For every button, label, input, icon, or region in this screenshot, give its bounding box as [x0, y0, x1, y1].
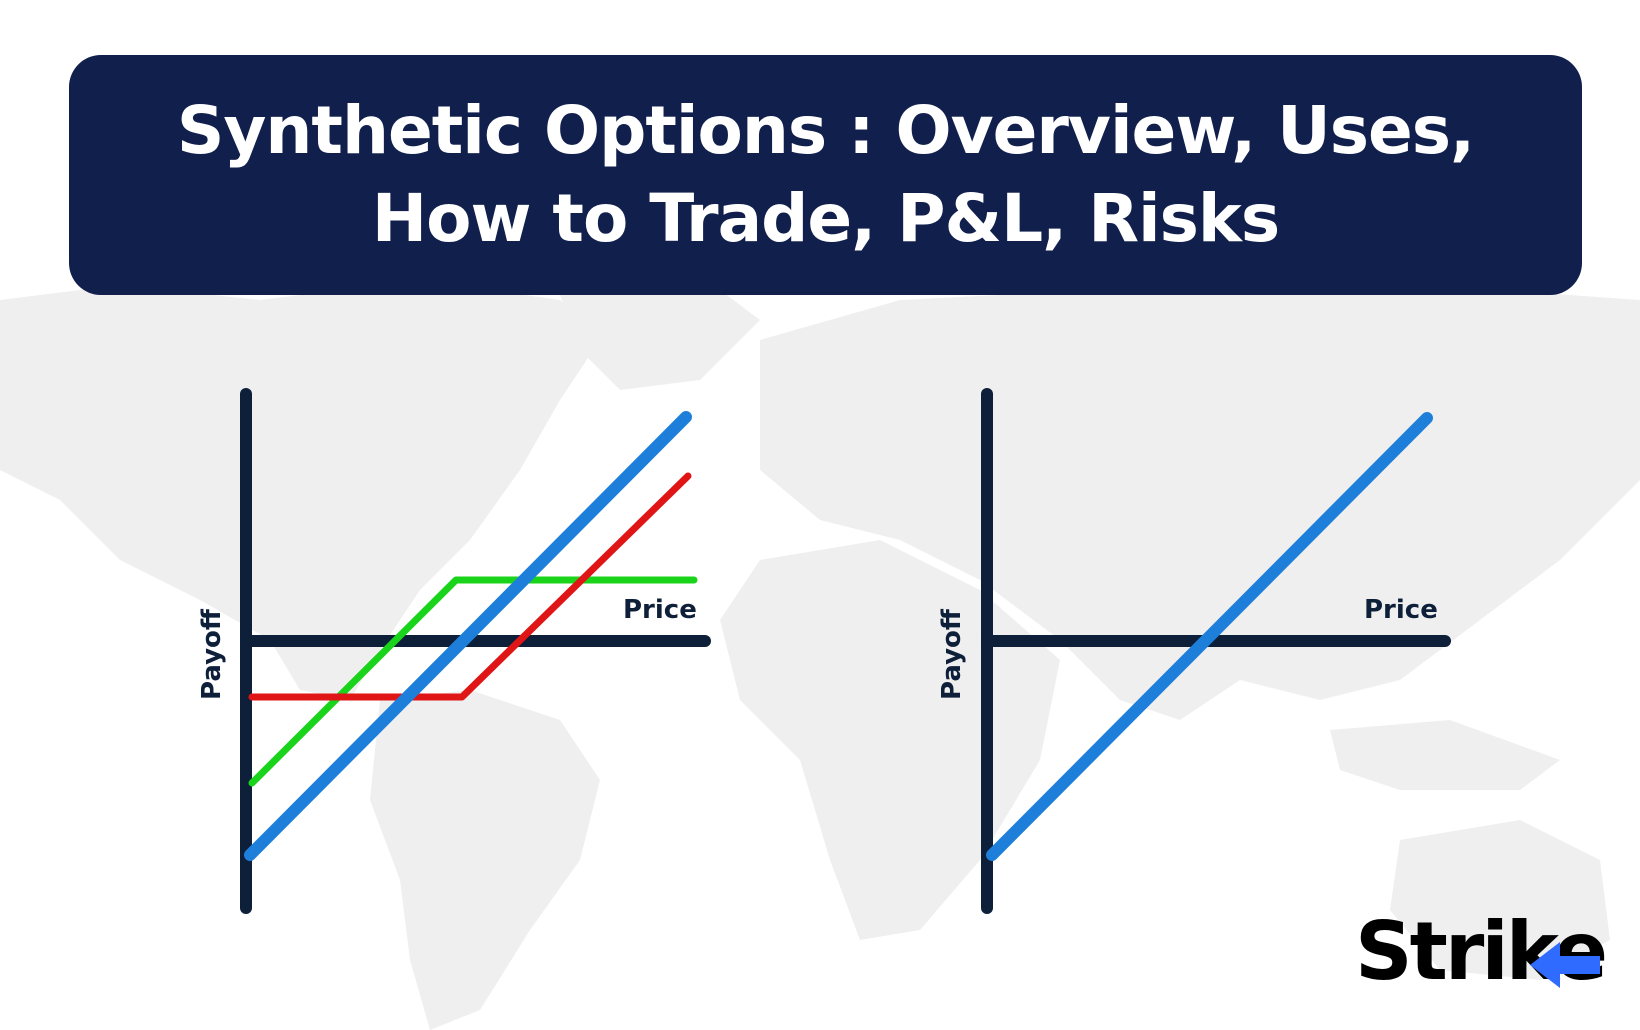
- right-blue-line: [986, 412, 1433, 861]
- strike-logo-text: Strike: [1355, 905, 1608, 998]
- map-europe-asia: [760, 285, 1640, 720]
- map-greenland: [560, 290, 760, 390]
- map-africa: [720, 540, 1060, 940]
- left-blue-line: [244, 411, 692, 861]
- strike-arrow-icon: [1530, 942, 1600, 988]
- strike-logo: Strike: [1355, 905, 1608, 1005]
- map-south-america: [370, 690, 600, 1030]
- map-indonesia: [1330, 720, 1560, 790]
- left-price-label: Price: [623, 595, 697, 625]
- left-payoff-label: Payoff: [197, 609, 227, 700]
- right-price-label: Price: [1364, 595, 1438, 625]
- title-line-1: Synthetic Options : Overview, Uses,: [176, 92, 1475, 169]
- left-green-line: [248, 576, 698, 787]
- map-australia: [1390, 820, 1610, 980]
- right-payoff-label: Payoff: [937, 609, 967, 700]
- title-banner: Synthetic Options : Overview, Uses, How …: [69, 55, 1582, 295]
- left-red-line: [248, 472, 692, 701]
- title-line-2: How to Trade, P&L, Risks: [371, 180, 1280, 257]
- map-north-america: [0, 280, 600, 700]
